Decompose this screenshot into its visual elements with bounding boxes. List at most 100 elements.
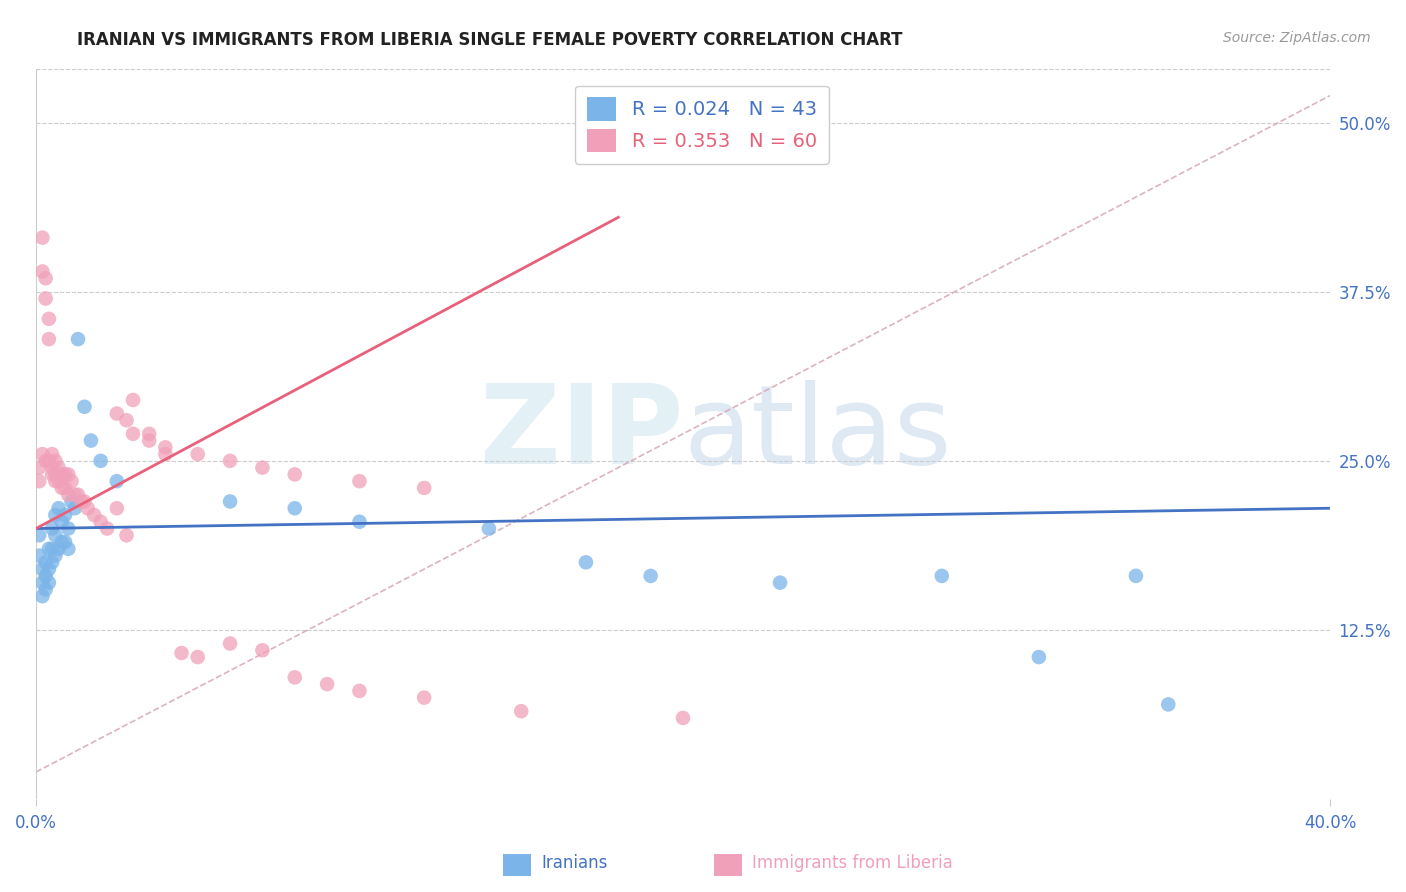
- Point: [575, 555, 598, 569]
- Point: [38, 454, 60, 468]
- Point: [316, 677, 339, 691]
- Point: [38, 332, 60, 346]
- Point: [349, 474, 371, 488]
- Point: [28, 549, 51, 563]
- Point: [1125, 569, 1147, 583]
- Point: [51, 515, 73, 529]
- Point: [58, 522, 80, 536]
- Text: Source: ZipAtlas.com: Source: ZipAtlas.com: [1223, 31, 1371, 45]
- Point: [48, 501, 70, 516]
- Point: [155, 441, 177, 455]
- Point: [31, 589, 53, 603]
- Text: ZIP: ZIP: [479, 380, 683, 487]
- Point: [76, 501, 98, 516]
- Point: [90, 515, 112, 529]
- Point: [34, 582, 56, 597]
- Point: [31, 447, 53, 461]
- Point: [413, 481, 436, 495]
- Point: [105, 407, 128, 421]
- Point: [63, 488, 86, 502]
- Point: [44, 508, 66, 522]
- Point: [31, 575, 53, 590]
- Point: [252, 643, 274, 657]
- Point: [38, 562, 60, 576]
- Point: [31, 230, 53, 244]
- Point: [41, 467, 63, 482]
- Point: [73, 400, 96, 414]
- Point: [115, 413, 138, 427]
- Point: [44, 474, 66, 488]
- Point: [44, 454, 66, 468]
- Legend: R = 0.024   N = 43, R = 0.353   N = 60: R = 0.024 N = 43, R = 0.353 N = 60: [575, 86, 828, 164]
- Point: [672, 711, 695, 725]
- Point: [53, 508, 76, 522]
- Point: [38, 311, 60, 326]
- Point: [34, 271, 56, 285]
- Point: [41, 555, 63, 569]
- Point: [90, 454, 112, 468]
- Point: [58, 541, 80, 556]
- Point: [219, 636, 242, 650]
- Point: [115, 528, 138, 542]
- Point: [83, 508, 105, 522]
- Point: [53, 535, 76, 549]
- Point: [219, 454, 242, 468]
- Point: [53, 481, 76, 495]
- Point: [138, 426, 160, 441]
- Point: [1028, 650, 1050, 665]
- Point: [284, 467, 307, 482]
- Point: [41, 522, 63, 536]
- Point: [105, 501, 128, 516]
- Point: [58, 488, 80, 502]
- Point: [122, 426, 145, 441]
- Point: [53, 467, 76, 482]
- Point: [28, 528, 51, 542]
- Point: [66, 332, 89, 346]
- Point: [48, 541, 70, 556]
- Point: [34, 569, 56, 583]
- Point: [34, 292, 56, 306]
- Point: [60, 474, 83, 488]
- Point: [1157, 698, 1180, 712]
- Point: [44, 528, 66, 542]
- Point: [105, 474, 128, 488]
- Point: [478, 522, 501, 536]
- Point: [80, 434, 103, 448]
- Point: [66, 488, 89, 502]
- Point: [349, 515, 371, 529]
- Point: [38, 541, 60, 556]
- Point: [51, 467, 73, 482]
- Text: IRANIAN VS IMMIGRANTS FROM LIBERIA SINGLE FEMALE POVERTY CORRELATION CHART: IRANIAN VS IMMIGRANTS FROM LIBERIA SINGL…: [77, 31, 903, 49]
- Point: [413, 690, 436, 705]
- Point: [138, 434, 160, 448]
- Point: [60, 494, 83, 508]
- Point: [28, 460, 51, 475]
- Point: [155, 447, 177, 461]
- Point: [44, 467, 66, 482]
- Text: atlas: atlas: [683, 380, 952, 487]
- Point: [640, 569, 662, 583]
- Point: [122, 392, 145, 407]
- Point: [284, 670, 307, 684]
- Point: [187, 650, 209, 665]
- Point: [73, 494, 96, 508]
- Point: [219, 494, 242, 508]
- Point: [48, 460, 70, 475]
- Point: [931, 569, 953, 583]
- Point: [28, 474, 51, 488]
- Point: [510, 704, 533, 718]
- Point: [349, 684, 371, 698]
- Text: Iranians: Iranians: [541, 855, 607, 872]
- Point: [38, 575, 60, 590]
- Point: [769, 575, 792, 590]
- Point: [41, 541, 63, 556]
- Point: [96, 522, 118, 536]
- Point: [51, 481, 73, 495]
- Point: [51, 535, 73, 549]
- Point: [41, 447, 63, 461]
- Point: [284, 501, 307, 516]
- Point: [41, 460, 63, 475]
- Point: [70, 494, 93, 508]
- Point: [63, 501, 86, 516]
- Point: [44, 549, 66, 563]
